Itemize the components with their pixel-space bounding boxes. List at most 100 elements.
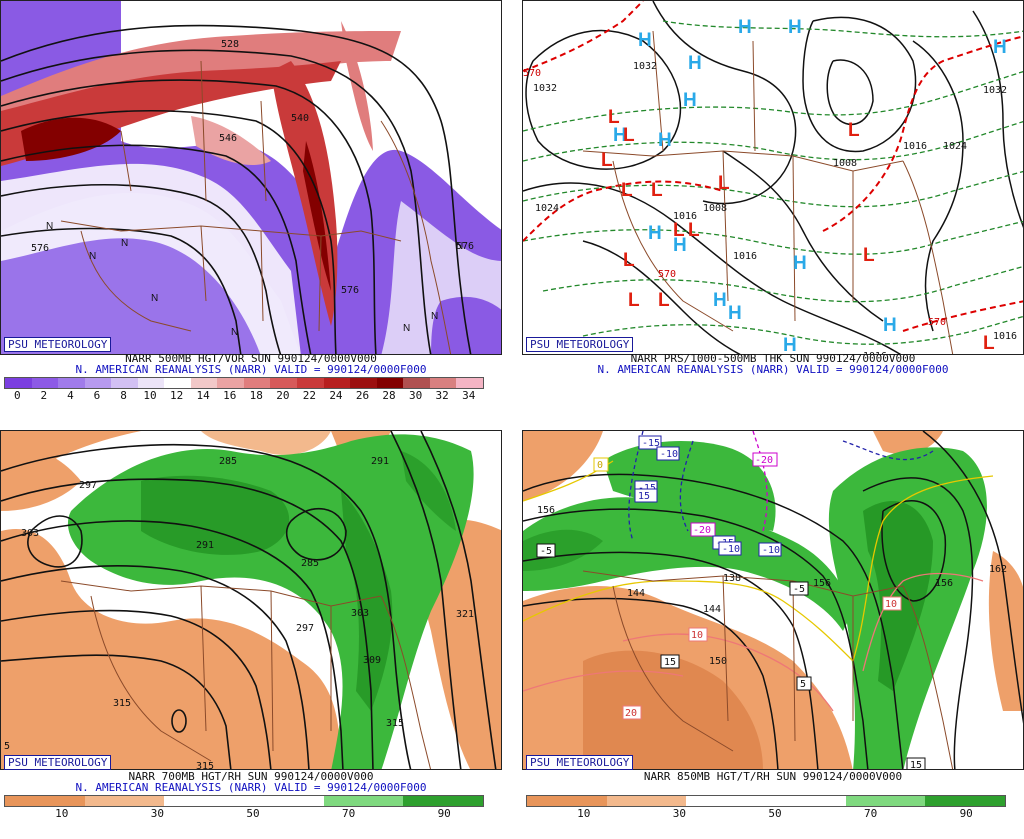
svg-text:N: N: [151, 293, 158, 304]
colorbar-segment: [925, 796, 1005, 806]
contour-label: 1016: [903, 141, 927, 152]
contour-label: 138: [723, 573, 741, 584]
colorbar-rh: [526, 795, 1006, 807]
temp-label: 15: [634, 488, 658, 503]
contour-label: 156: [813, 578, 831, 589]
colorbar-segment: [376, 378, 404, 388]
temp-label: -10: [758, 542, 782, 557]
colorbar-segment: [217, 378, 244, 388]
svg-text:L: L: [718, 173, 730, 194]
svg-text:H: H: [783, 335, 797, 355]
svg-text:L: L: [983, 333, 995, 354]
svg-text:N: N: [46, 221, 53, 232]
high-pressure-symbols: HHH H HH HHH HHH H HH: [613, 17, 1007, 355]
contour-label: 156: [537, 505, 555, 516]
contour-label: 5: [4, 741, 10, 752]
panel-subtitle: N. AMERICAN REANALYSIS (NARR) VALID = 99…: [75, 363, 427, 376]
contour-label: 315: [196, 761, 214, 770]
svg-text:L: L: [601, 150, 613, 171]
colorbar-ticks-rh: 10 30 50 70 90: [4, 807, 482, 821]
contour-labels-850: 156 144 138 144 150 156 162 156: [537, 505, 1007, 667]
contour-label: 285: [301, 558, 319, 569]
svg-text:L: L: [623, 125, 635, 146]
colorbar-tick: 50: [246, 807, 260, 820]
colorbar-segment: [403, 378, 430, 388]
svg-text:N: N: [456, 241, 463, 252]
colorbar-segment: [58, 378, 85, 388]
temp-label: -15: [638, 435, 662, 450]
svg-text:H: H: [613, 125, 627, 146]
svg-text:-5: -5: [540, 546, 552, 557]
svg-text:N: N: [403, 323, 410, 334]
svg-text:-10: -10: [660, 449, 678, 460]
colorbar-tick: 10: [143, 389, 157, 402]
colorbar-tick: 50: [768, 807, 782, 820]
contour-label: 528: [221, 39, 239, 50]
colorbar-tick: 0: [13, 389, 21, 402]
colorbar-tick: 16: [223, 389, 237, 402]
colorbar-segment: [5, 378, 32, 388]
svg-text:-15: -15: [642, 438, 660, 449]
contour-label: 303: [21, 528, 39, 539]
contour-label: 1024: [943, 141, 967, 152]
svg-text:L: L: [621, 180, 633, 201]
svg-text:-20: -20: [693, 525, 711, 536]
svg-text:10: 10: [691, 630, 703, 641]
colorbar-segment: [84, 378, 112, 388]
temp-label: -5: [789, 581, 809, 596]
colorbar-tick: 90: [437, 807, 451, 820]
contour-label: 1024: [535, 203, 559, 214]
temp-label: 10: [688, 627, 708, 642]
temp-label: -5: [536, 543, 556, 558]
svg-text:0: 0: [597, 460, 603, 471]
contour-labels-slp: 1032 1024 1032 1008 1016 1024 1016 1008 …: [523, 61, 1017, 354]
svg-text:H: H: [638, 30, 652, 51]
colorbar-segment: [403, 796, 483, 806]
contour-label: 1008: [833, 158, 857, 169]
colorbar-tick: 90: [959, 807, 973, 820]
map-850mb-t-rh: -15 -10 -15 -20 -20 -15 -10 -10 -5 -5 0 …: [522, 430, 1024, 770]
svg-text:H: H: [883, 315, 897, 336]
colorbar-segment: [137, 378, 165, 388]
svg-text:H: H: [793, 253, 807, 274]
contour-label: 303: [351, 608, 369, 619]
colorbar-segment: [350, 378, 377, 388]
temp-label: 0: [593, 457, 609, 472]
colorbar-segment: [297, 378, 324, 388]
panel-title: NARR 500MB HGT/VOR SUN 990124/0000V000: [125, 352, 377, 365]
svg-text:15: 15: [910, 760, 922, 770]
colorbar-segment: [270, 378, 298, 388]
temp-label: 15: [906, 757, 926, 770]
panel-850mb-t-rh: -15 -10 -15 -20 -20 -15 -10 -10 -5 -5 0 …: [522, 430, 1024, 839]
svg-text:L: L: [608, 107, 620, 128]
contour-label: 576: [456, 241, 474, 252]
contour-labels-500: 528 546 576 576 576 540: [31, 39, 474, 296]
svg-text:H: H: [738, 17, 752, 38]
colorbar-segment: [164, 378, 191, 388]
svg-text:H: H: [648, 223, 662, 244]
svg-text:10: 10: [885, 599, 897, 610]
contour-label: 1016: [673, 211, 697, 222]
svg-text:15: 15: [638, 491, 650, 502]
colorbar-tick: 34: [462, 389, 476, 402]
colorbar-segment: [429, 378, 457, 388]
colorbar-segment: [164, 796, 244, 806]
svg-text:N: N: [431, 311, 438, 322]
brand-label: PSU METEOROLOGY: [526, 755, 634, 770]
svg-text:L: L: [673, 220, 685, 241]
colorbar-segment: [190, 378, 218, 388]
svg-text:-5: -5: [793, 584, 805, 595]
colorbar-segment: [111, 378, 138, 388]
colorbar-segment: [845, 796, 926, 806]
contour-label: 315: [386, 718, 404, 729]
svg-text:N: N: [121, 238, 128, 249]
contour-label: 1032: [533, 83, 557, 94]
contour-label: 291: [371, 456, 389, 467]
contour-label: 291: [196, 540, 214, 551]
colorbar-tick: 70: [341, 807, 356, 820]
colorbar-segment: [765, 796, 846, 806]
contour-label: 150: [709, 656, 727, 667]
svg-text:L: L: [623, 250, 635, 271]
